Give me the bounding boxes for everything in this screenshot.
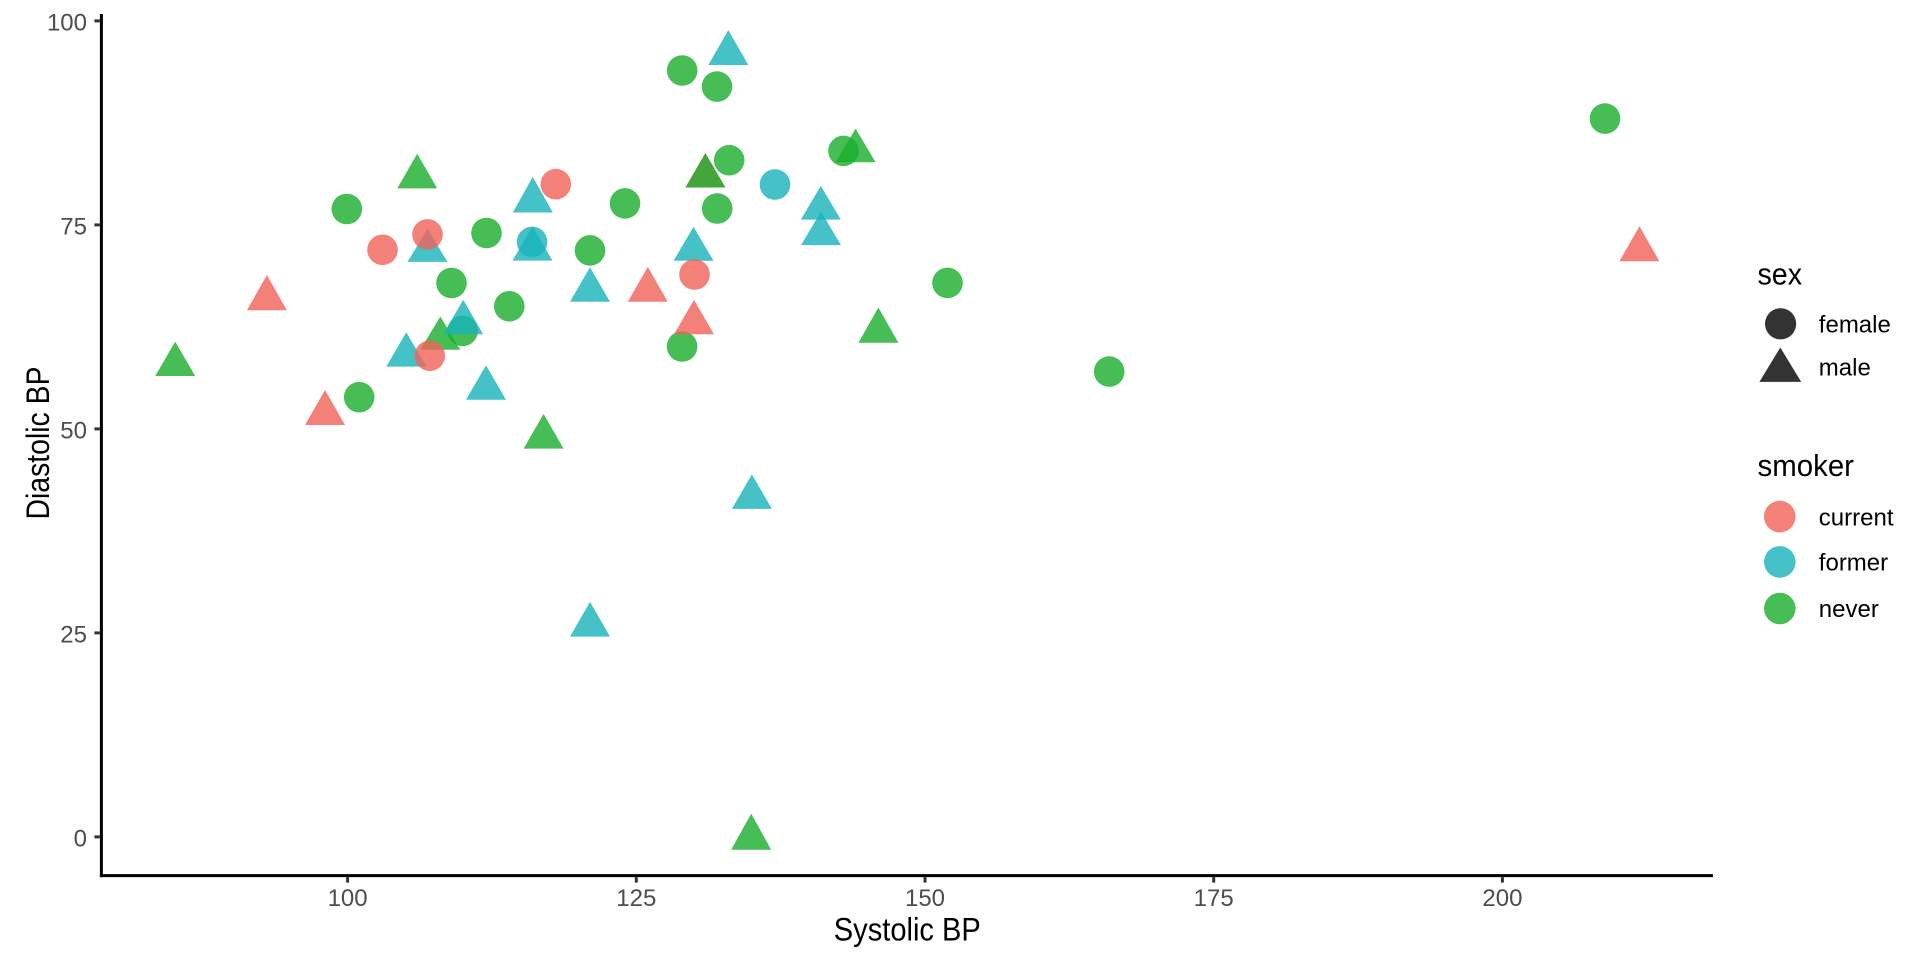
svg-text:Diastolic BP: Diastolic BP <box>20 367 56 520</box>
svg-text:25: 25 <box>60 622 87 649</box>
svg-text:75: 75 <box>60 214 87 241</box>
svg-text:125: 125 <box>616 885 656 912</box>
svg-text:female: female <box>1819 312 1891 339</box>
svg-text:200: 200 <box>1482 885 1522 912</box>
svg-text:former: former <box>1819 550 1888 577</box>
svg-text:male: male <box>1819 355 1871 382</box>
svg-text:smoker: smoker <box>1758 448 1855 483</box>
svg-text:175: 175 <box>1194 885 1234 912</box>
svg-text:150: 150 <box>905 885 945 912</box>
svg-text:sex: sex <box>1758 257 1803 292</box>
svg-text:0: 0 <box>74 826 87 853</box>
svg-text:100: 100 <box>47 10 87 37</box>
svg-text:50: 50 <box>60 418 87 445</box>
svg-text:Systolic BP: Systolic BP <box>834 912 981 948</box>
svg-text:100: 100 <box>328 885 368 912</box>
svg-text:never: never <box>1819 596 1879 623</box>
svg-text:current: current <box>1819 504 1894 531</box>
